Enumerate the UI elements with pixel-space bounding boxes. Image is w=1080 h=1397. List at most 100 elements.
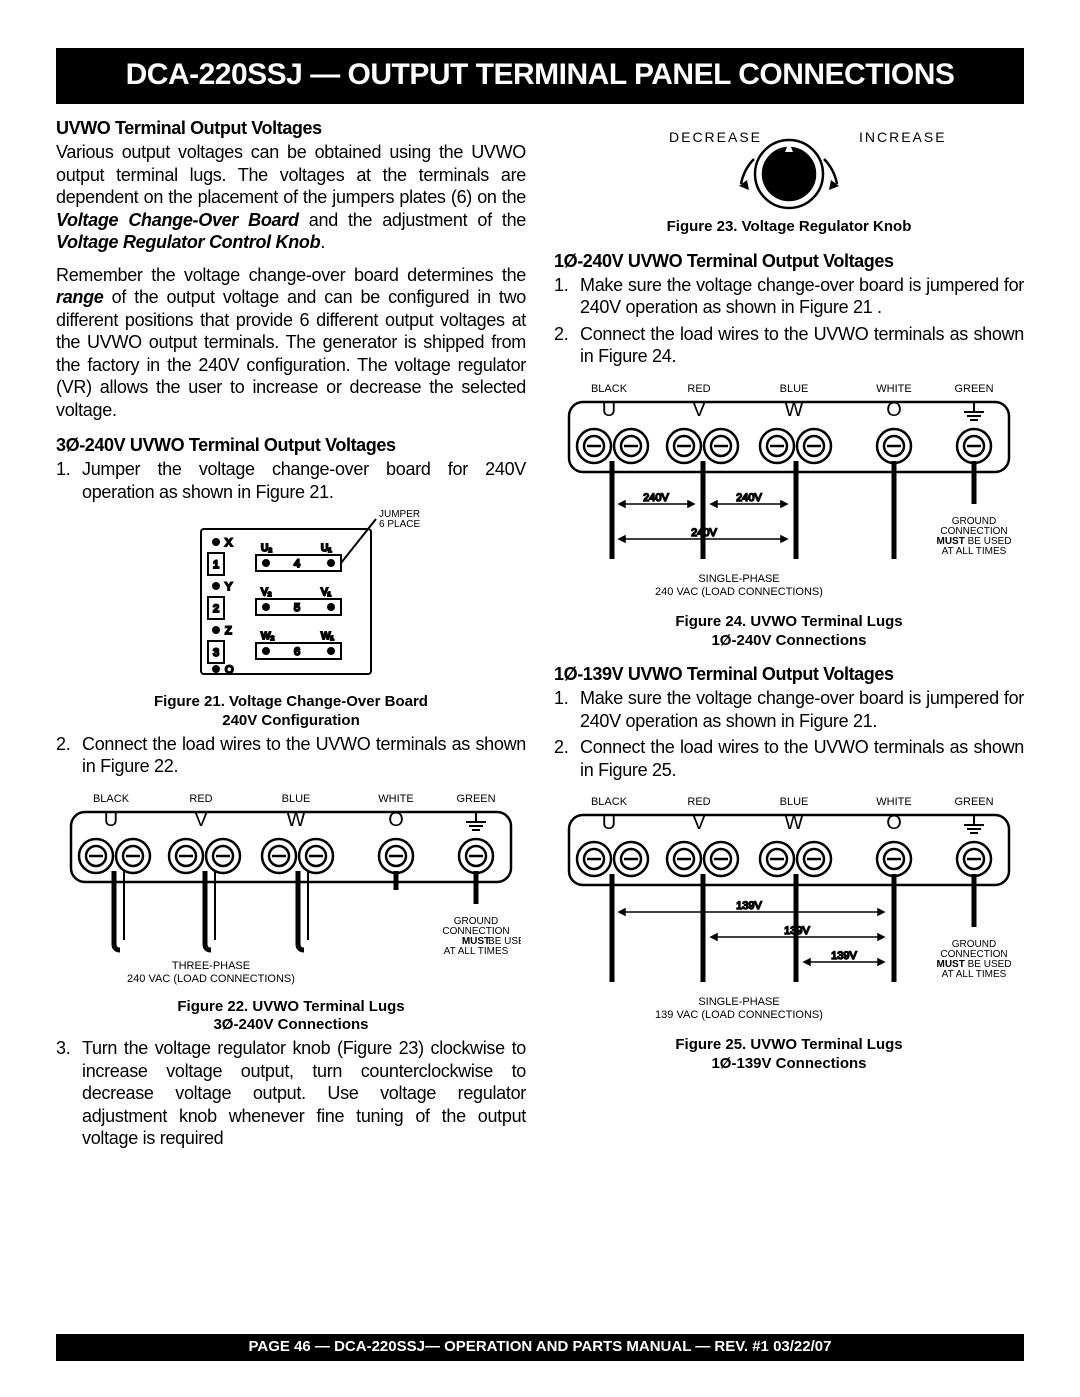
list-3phase-3: 3. Turn the voltage regulator knob (Figur… [56,1037,526,1150]
list-item: 1.Jumper the voltage change-over board f… [82,458,526,503]
svg-text:240V: 240V [643,492,669,504]
svg-text:V₁: V₁ [321,587,332,598]
svg-text:1: 1 [213,559,219,571]
svg-text:GREEN: GREEN [456,793,495,805]
heading-3phase-240v: 3Ø-240V UVWO Terminal Output Voltages [56,435,526,456]
svg-text:U: U [602,812,616,834]
figure-23-caption: Figure 23. Voltage Regulator Knob [554,218,1024,237]
text-bold: Voltage Change-Over Board [56,210,299,230]
svg-text:DECREASE: DECREASE [669,129,762,145]
svg-text:WHITE: WHITE [876,383,911,395]
svg-text:BLUE: BLUE [780,796,809,808]
svg-text:GREEN: GREEN [954,796,993,808]
list-number: 3. [56,1037,70,1060]
svg-text:AT ALL TIMES: AT ALL TIMES [942,546,1007,557]
list-item: 2.Connect the load wires to the UVWO ter… [580,736,1024,781]
list-number: 1. [56,458,70,481]
svg-text:O: O [388,809,404,831]
svg-text:RED: RED [189,793,212,805]
list-text: Connect the load wires to the UVWO termi… [82,734,526,777]
figure-22-svg: BLACK RED BLUE WHITE GREEN U V W O [61,784,521,994]
svg-text:139 VAC (LOAD CONNECTIONS): 139 VAC (LOAD CONNECTIONS) [655,1009,823,1021]
text: and the adjustment of the [299,210,526,230]
figure-24-caption: Figure 24. UVWO Terminal Lugs 1Ø-240V Co… [554,613,1024,651]
svg-text:BLACK: BLACK [591,383,628,395]
svg-text:V₂: V₂ [261,587,272,598]
svg-text:U: U [104,809,118,831]
svg-text:V: V [692,812,706,834]
svg-text:5: 5 [294,602,300,614]
heading-uvwo: UVWO Terminal Output Voltages [56,118,526,139]
svg-text:W₂: W₂ [261,631,274,642]
list-text: Make sure the voltage change-over board … [580,688,1024,731]
text-bold: range [56,287,104,307]
figure-25: BLACK RED BLUE WHITE GREEN U V W O [554,787,1024,1074]
svg-text:4: 4 [294,558,300,570]
list-text: Connect the load wires to the UVWO termi… [580,737,1024,780]
svg-text:O: O [886,812,902,834]
svg-text:139V: 139V [831,950,857,962]
list-text: Connect the load wires to the UVWO termi… [580,324,1024,367]
list-number: 1. [554,687,568,710]
right-column: DECREASE INCREASE Figure 23. Voltage Reg… [554,118,1024,1154]
svg-text:240 VAC (LOAD CONNECTIONS): 240 VAC (LOAD CONNECTIONS) [655,586,823,598]
list-number: 1. [554,274,568,297]
svg-text:U₁: U₁ [321,543,332,554]
svg-text:2: 2 [213,603,219,615]
svg-text:240V: 240V [691,527,717,539]
svg-text:GREEN: GREEN [954,383,993,395]
figure-23-svg: DECREASE INCREASE [619,124,959,214]
svg-text:O: O [886,399,902,421]
heading-1phase-240v: 1Ø-240V UVWO Terminal Output Voltages [554,251,1024,272]
svg-text:139V: 139V [736,900,762,912]
paragraph-2: Remember the voltage change-over board d… [56,264,526,422]
paragraph-1: Various output voltages can be obtained … [56,141,526,254]
figure-24-svg: BLACK RED BLUE WHITE GREEN U V W O [559,374,1019,609]
list-1phase-139: 1. Make sure the voltage change-over boar… [554,687,1024,781]
svg-text:6: 6 [294,646,300,658]
text: . [320,232,325,252]
list-item: 2.Connect the load wires to the UVWO ter… [580,323,1024,368]
page-footer: PAGE 46 — DCA-220SSJ— OPERATION AND PART… [56,1334,1024,1361]
list-3phase: 1. Jumper the voltage change-over board f… [56,458,526,503]
figure-24: BLACK RED BLUE WHITE GREEN U V W O [554,374,1024,651]
svg-text:U₂: U₂ [261,543,272,554]
figure-21: X 1 Y 2 Z 3 O U₂U₁ 4 V₂V₁ 5 W₂W₁ 6 [56,509,526,731]
list-1phase-240: 1. Make sure the voltage change-over boar… [554,274,1024,368]
list-text: Turn the voltage regulator knob (Figure … [82,1038,526,1148]
svg-text:AT ALL TIMES: AT ALL TIMES [942,969,1007,980]
svg-text:240V: 240V [736,492,762,504]
left-column: UVWO Terminal Output Voltages Various ou… [56,118,526,1154]
list-number: 2. [56,733,70,756]
list-3phase-2: 2. Connect the load wires to the UVWO ter… [56,733,526,778]
svg-text:W: W [785,812,804,834]
svg-text:AT ALL TIMES: AT ALL TIMES [444,946,509,957]
list-item: 3.Turn the voltage regulator knob (Figur… [82,1037,526,1150]
list-text: Jumper the voltage change-over board for… [82,459,526,502]
content-columns: UVWO Terminal Output Voltages Various ou… [56,118,1024,1154]
figure-22: BLACK RED BLUE WHITE GREEN U V W O [56,784,526,1036]
svg-text:W₁: W₁ [321,631,334,642]
svg-text:BLACK: BLACK [591,796,628,808]
figure-21-svg: X 1 Y 2 Z 3 O U₂U₁ 4 V₂V₁ 5 W₂W₁ 6 [161,509,421,689]
text: of the output voltage and can be configu… [56,287,526,420]
page-title: DCA-220SSJ — OUTPUT TERMINAL PANEL CONNE… [56,48,1024,104]
figure-25-svg: BLACK RED BLUE WHITE GREEN U V W O [559,787,1019,1032]
list-number: 2. [554,323,568,346]
figure-21-caption: Figure 21. Voltage Change-Over Board 240… [56,693,526,731]
svg-text:240 VAC (LOAD CONNECTIONS): 240 VAC (LOAD CONNECTIONS) [127,973,295,985]
svg-text:THREE-PHASE: THREE-PHASE [172,960,250,972]
svg-text:SINGLE-PHASE: SINGLE-PHASE [698,573,779,585]
list-text: Make sure the voltage change-over board … [580,275,1024,318]
svg-text:Y: Y [225,581,233,593]
text: Remember the voltage change-over board d… [56,265,526,285]
svg-text:O: O [225,664,234,676]
svg-text:V: V [692,399,706,421]
heading-1phase-139v: 1Ø-139V UVWO Terminal Output Voltages [554,664,1024,685]
svg-text:V: V [194,809,208,831]
svg-text:Z: Z [225,625,232,637]
text: Various output voltages can be obtained … [56,142,526,207]
list-item: 1.Make sure the voltage change-over boar… [580,274,1024,319]
svg-text:W: W [785,399,804,421]
svg-text:BLACK: BLACK [93,793,130,805]
